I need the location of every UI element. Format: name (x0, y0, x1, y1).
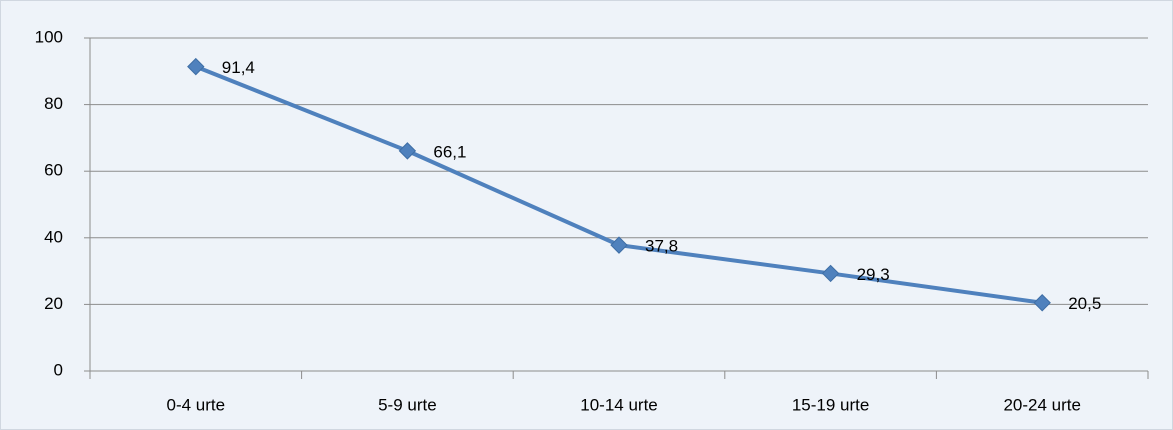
data-point (821, 264, 840, 283)
y-tick-label: 80 (44, 94, 63, 113)
data-label: 37,8 (645, 237, 678, 256)
data-point (398, 142, 417, 160)
data-point (1033, 294, 1051, 312)
y-tick-label: 100 (35, 27, 63, 46)
x-tick-label: 20-24 urte (1003, 395, 1081, 414)
y-tick-label: 20 (44, 294, 63, 313)
data-label: 29,3 (857, 265, 890, 284)
y-tick-label: 0 (54, 360, 63, 379)
x-tick-label: 10-14 urte (580, 395, 658, 414)
x-tick-label: 0-4 urte (167, 395, 226, 414)
y-tick-label: 40 (44, 227, 63, 246)
data-label: 91,4 (222, 58, 255, 77)
y-tick-label: 60 (44, 161, 63, 180)
x-tick-label: 15-19 urte (792, 395, 870, 414)
data-point (610, 236, 628, 254)
data-label: 66,1 (433, 142, 466, 161)
x-tick-label: 5-9 urte (378, 395, 437, 414)
data-label: 20,5 (1068, 294, 1101, 313)
data-point (187, 57, 205, 76)
